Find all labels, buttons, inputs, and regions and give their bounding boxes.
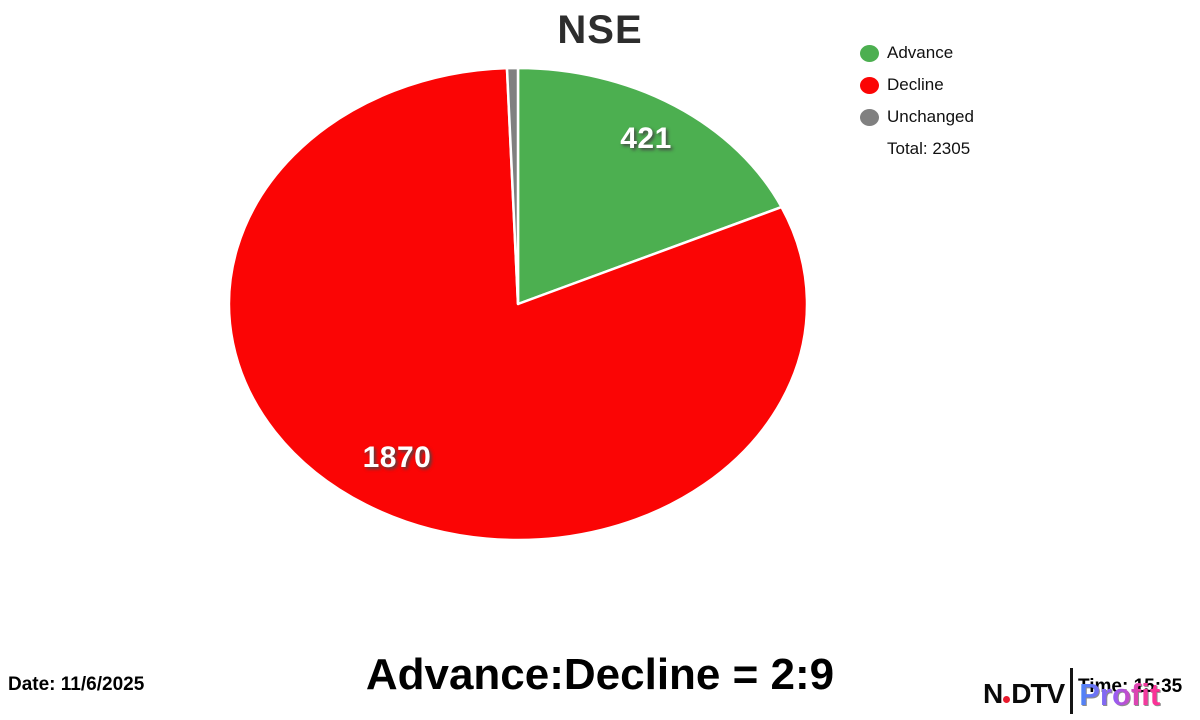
slice-label-advance: 421 [620, 122, 672, 155]
legend-item-advance: Advance [860, 37, 974, 69]
legend-label-decline: Decline [887, 75, 944, 94]
advance-color-dot-icon [860, 44, 879, 62]
legend-total: Total: 2305 [887, 139, 971, 158]
legend-label-unchanged: Unchanged [887, 107, 974, 126]
ndtv-letter-n: N [983, 678, 1003, 709]
time-label: Time: 15:35 [1078, 676, 1182, 698]
ndtv-profit-logo: N DTV Profit [983, 668, 1161, 714]
page-title: NSE [557, 8, 643, 52]
unchanged-color-dot-icon [860, 108, 879, 126]
decline-color-dot-icon [860, 76, 879, 94]
chart-legend: Advance Decline Unchanged Total: 2305 [860, 37, 974, 165]
legend-item-decline: Decline [860, 69, 974, 101]
date-label: Date: 11/6/2025 [8, 674, 145, 695]
legend-item-unchanged: Unchanged [860, 101, 974, 133]
logo-separator-bar [1070, 668, 1074, 714]
legend-label-advance: Advance [887, 43, 954, 62]
pie-slice-unchanged [505, 66, 520, 306]
ndtv-red-dot-icon [1003, 695, 1011, 703]
profit-wordmark: Profit [1079, 677, 1161, 712]
ndtv-wordmark: N DTV [983, 678, 1065, 709]
ndtv-letters-dtv: DTV [1011, 678, 1065, 709]
slice-label-decline: 1870 [362, 441, 432, 474]
ratio-title: Advance:Decline = 2:9 [365, 650, 835, 699]
pie-slice-advance [516, 66, 783, 306]
